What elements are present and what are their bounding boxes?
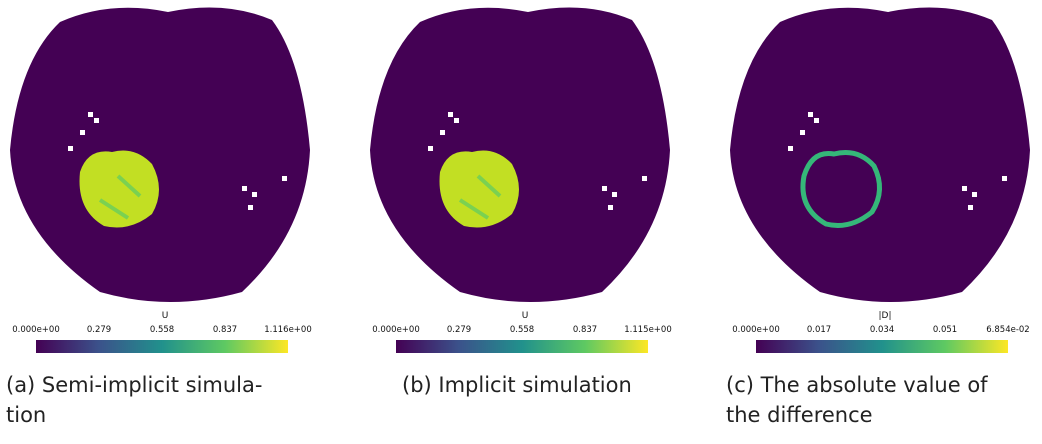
hole [440, 130, 445, 135]
tumor [440, 151, 520, 228]
hole [282, 176, 287, 181]
colorbar-tick-label: 0.000e+00 [372, 325, 420, 335]
colorbar [36, 340, 288, 353]
panel: U 0.000e+00 0.279 0.558 0.837 1.115e+00 (b) Im… [370, 8, 672, 398]
colorbar-tick-label: 0.279 [447, 325, 471, 335]
caption: tion [6, 403, 46, 427]
hole [972, 192, 977, 197]
caption: (c) The absolute value of [726, 373, 988, 397]
colorbar-tick-label: 0.034 [870, 325, 894, 335]
hole [252, 192, 257, 197]
colorbar-tick-label: 1.116e+00 [264, 325, 312, 335]
colorbar-title: U [162, 311, 169, 321]
colorbar-tick-label: 0.837 [213, 325, 237, 335]
hole [962, 186, 967, 191]
hole [454, 118, 459, 123]
colorbar-title: |D| [879, 311, 892, 321]
colorbar-tick-label: 0.558 [510, 325, 534, 335]
colorbar-tick-label: 1.115e+00 [624, 325, 672, 335]
colorbar-tick-label: 6.854e-02 [986, 325, 1029, 335]
figure: U 0.000e+00 0.279 0.558 0.837 1.116e+00 (a) Se… [0, 0, 1042, 444]
caption: (b) Implicit simulation [402, 373, 632, 397]
hole [800, 130, 805, 135]
hole [808, 112, 813, 117]
colorbar-tick-label: 0.837 [573, 325, 597, 335]
caption: (a) Semi-implicit simula- [6, 373, 262, 397]
colorbar-tick-label: 0.279 [87, 325, 111, 335]
hole [68, 146, 73, 151]
hole [448, 112, 453, 117]
colorbar [396, 340, 648, 353]
panel: U 0.000e+00 0.279 0.558 0.837 1.116e+00 (a) Se… [6, 8, 312, 428]
hole [968, 205, 973, 210]
colorbar-title: U [522, 311, 529, 321]
hole [94, 118, 99, 123]
hole [612, 192, 617, 197]
colorbar [756, 340, 1008, 353]
hole [602, 186, 607, 191]
colorbar-tick-label: 0.017 [807, 325, 831, 335]
brain-slice [10, 8, 310, 303]
colorbar-tick-label: 0.000e+00 [12, 325, 60, 335]
hole [642, 176, 647, 181]
colorbar-tick-label: 0.558 [150, 325, 174, 335]
colorbar-tick-label: 0.000e+00 [732, 325, 780, 335]
colorbar-tick-label: 0.051 [933, 325, 957, 335]
tumor [80, 151, 160, 228]
brain-slice [730, 8, 1030, 303]
hole [248, 205, 253, 210]
hole [428, 146, 433, 151]
brain-slice [370, 8, 670, 303]
hole [88, 112, 93, 117]
hole [1002, 176, 1007, 181]
panel: |D| 0.000e+00 0.017 0.034 0.051 6.854e-02 (c) … [726, 8, 1030, 428]
hole [608, 205, 613, 210]
hole [788, 146, 793, 151]
hole [80, 130, 85, 135]
hole [814, 118, 819, 123]
caption: the difference [726, 403, 873, 427]
hole [242, 186, 247, 191]
